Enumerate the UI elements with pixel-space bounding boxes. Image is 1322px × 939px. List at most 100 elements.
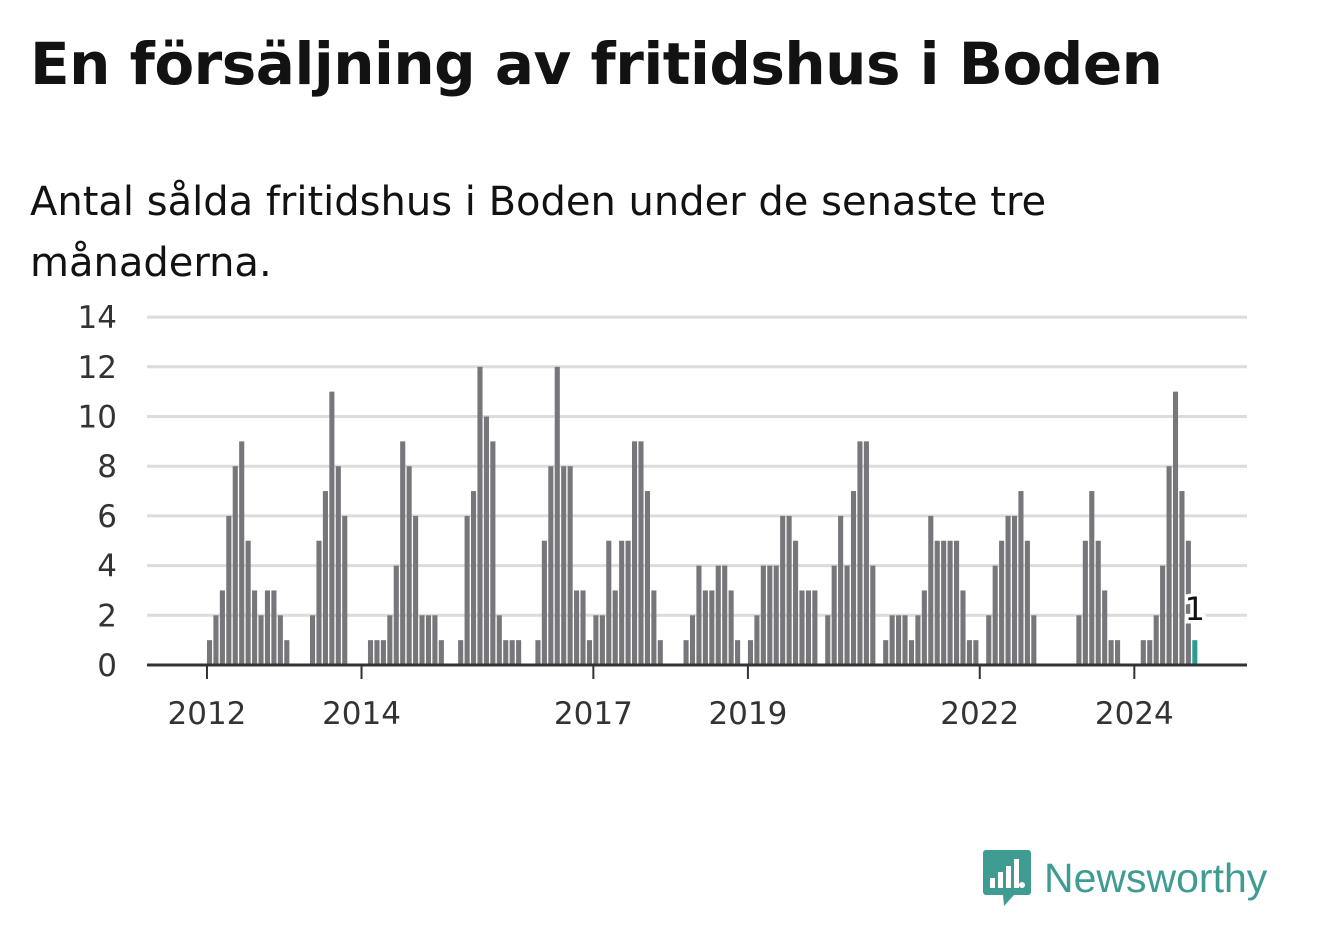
y-tick-label: 0: [97, 648, 117, 684]
bar: [657, 640, 663, 665]
bar: [239, 441, 245, 665]
bar: [1192, 640, 1198, 665]
bar: [966, 640, 972, 665]
bar: [277, 615, 283, 665]
y-tick-label: 10: [78, 400, 117, 436]
bar: [702, 590, 708, 665]
bar: [838, 515, 844, 665]
bar: [896, 615, 902, 665]
bar: [406, 466, 412, 665]
bar: [393, 565, 399, 665]
bar: [934, 540, 940, 665]
bar: [342, 515, 348, 665]
bar: [1108, 640, 1114, 665]
bar: [696, 565, 702, 665]
bar: [638, 441, 644, 665]
y-tick-label: 8: [97, 449, 117, 485]
last-value-annotation: 1: [1181, 587, 1208, 632]
bar: [1082, 540, 1088, 665]
bar: [722, 565, 728, 665]
chart-title: En försäljning av fritidshus i Boden: [30, 30, 1163, 98]
bar: [760, 565, 766, 665]
bar: [574, 590, 580, 665]
bar: [889, 615, 895, 665]
bar: [612, 590, 618, 665]
bar: [986, 615, 992, 665]
bar: [954, 540, 960, 665]
bar: [928, 515, 934, 665]
x-tick-label: 2019: [708, 696, 787, 732]
y-tick-label: 12: [78, 350, 117, 386]
bar: [413, 515, 419, 665]
bar: [599, 615, 605, 665]
bar: [767, 565, 773, 665]
bar: [593, 615, 599, 665]
chart-subtitle: Antal sålda fritidshus i Boden under de …: [30, 179, 1047, 286]
bar: [316, 540, 322, 665]
bar: [1160, 565, 1166, 665]
bar: [992, 565, 998, 665]
bar: [219, 590, 225, 665]
bar: [947, 540, 953, 665]
bar: [567, 466, 573, 665]
bar: [857, 441, 863, 665]
bar: [651, 590, 657, 665]
bar: [516, 640, 522, 665]
bar: [825, 615, 831, 665]
bar: [541, 540, 547, 665]
bar: [1024, 540, 1030, 665]
bar: [284, 640, 290, 665]
newsworthy-logo: Newsworthy: [982, 848, 1267, 908]
bar: [799, 590, 805, 665]
bar: [400, 441, 406, 665]
x-tick-label: 2014: [322, 696, 401, 732]
bar: [632, 441, 638, 665]
bar: [310, 615, 316, 665]
bar: [271, 590, 277, 665]
bar: [535, 640, 541, 665]
bar: [773, 565, 779, 665]
bar: [683, 640, 689, 665]
bar: [464, 515, 470, 665]
bar: [258, 615, 264, 665]
bar: [1005, 515, 1011, 665]
bar: [264, 590, 271, 665]
x-axis: 2012 2014 2017 2019 2022 2024: [147, 663, 1247, 732]
bar: [245, 540, 251, 665]
bar: [329, 391, 335, 665]
x-tick-label: 2012: [168, 696, 247, 732]
bar: [870, 565, 876, 665]
bars: [206, 366, 1198, 665]
bar: [786, 515, 792, 665]
bar: [709, 590, 715, 665]
bar: [902, 615, 908, 665]
bar: [754, 615, 760, 665]
bar: [458, 640, 464, 665]
bar: [580, 590, 586, 665]
bar: [793, 540, 799, 665]
bar: [496, 615, 502, 665]
bar: [471, 491, 477, 665]
bar: [619, 540, 625, 665]
y-tick-label: 6: [97, 499, 117, 535]
bar: [1076, 615, 1082, 665]
bar-chart-speech-icon: [983, 850, 1031, 906]
bar-chart: 0 2 4 6 8 10 12 14 2012 2014 2017 2019 2022 2024 1: [78, 300, 1247, 732]
bar: [1185, 540, 1191, 665]
bar: [606, 540, 612, 665]
bar: [908, 640, 915, 665]
bar: [780, 515, 786, 665]
bar: [735, 640, 741, 665]
x-tick-label: 2022: [940, 696, 1019, 732]
bar: [941, 540, 947, 665]
bar: [586, 640, 593, 665]
bar: [226, 515, 232, 665]
bar: [374, 640, 380, 665]
x-tick-label: 2024: [1095, 696, 1174, 732]
y-tick-label: 4: [97, 549, 117, 585]
bar: [483, 416, 489, 665]
bar: [252, 590, 258, 665]
bar: [999, 540, 1005, 665]
bar: [921, 590, 927, 665]
bar: [1102, 590, 1108, 665]
